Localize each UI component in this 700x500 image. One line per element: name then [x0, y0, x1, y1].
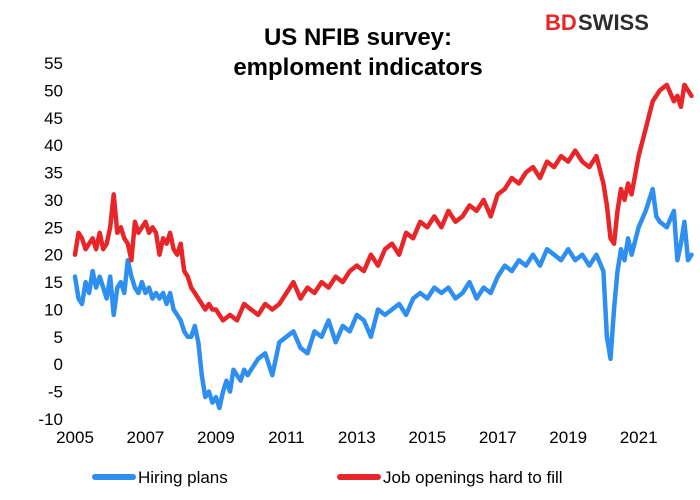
x-tick-label: 2007 — [127, 428, 165, 447]
y-tick-label: 20 — [44, 246, 63, 265]
legend-label-1: Job openings hard to fill — [383, 468, 563, 487]
y-tick-label: 5 — [54, 328, 63, 347]
logo-bd-text: BD — [545, 10, 577, 35]
x-tick-label: 2015 — [408, 428, 446, 447]
x-tick-label: 2021 — [620, 428, 658, 447]
x-tick-label: 2017 — [479, 428, 517, 447]
chart-title-line2: emploment indicators — [233, 54, 482, 81]
series-line-0 — [72, 186, 694, 411]
x-tick-label: 2009 — [197, 428, 235, 447]
plot-area — [72, 82, 694, 411]
x-tick-label: 2005 — [56, 428, 94, 447]
legend-label-0: Hiring plans — [138, 468, 228, 487]
logo-swiss-text: SWISS — [578, 10, 649, 35]
y-tick-label: 10 — [44, 300, 63, 319]
y-tick-label: 25 — [44, 218, 63, 237]
legend: Hiring plans Job openings hard to fill — [92, 468, 563, 487]
y-tick-label: 15 — [44, 273, 63, 292]
y-tick-label: 55 — [44, 54, 63, 73]
x-axis: 2005 2007 2009 2011 2013 2015 2017 2019 2021 — [56, 428, 657, 447]
brand-logo: BD SWISS — [545, 10, 649, 35]
y-axis: -10 -5 0 5 10 15 20 25 30 35 40 45 50 55 — [38, 54, 63, 429]
x-tick-label: 2013 — [338, 428, 376, 447]
x-tick-label: 2011 — [268, 428, 305, 447]
y-tick-label: 0 — [54, 355, 63, 374]
x-tick-label: 2019 — [549, 428, 587, 447]
y-tick-label: 45 — [44, 109, 63, 128]
y-tick-label: -10 — [38, 410, 63, 429]
chart-title-line1: US NFIB survey: — [264, 24, 452, 51]
y-tick-label: 50 — [44, 81, 63, 100]
y-tick-label: 35 — [44, 164, 63, 183]
y-tick-label: 30 — [44, 191, 63, 210]
y-tick-label: -5 — [48, 383, 63, 402]
series-line-1 — [72, 82, 694, 323]
y-tick-label: 40 — [44, 136, 63, 155]
